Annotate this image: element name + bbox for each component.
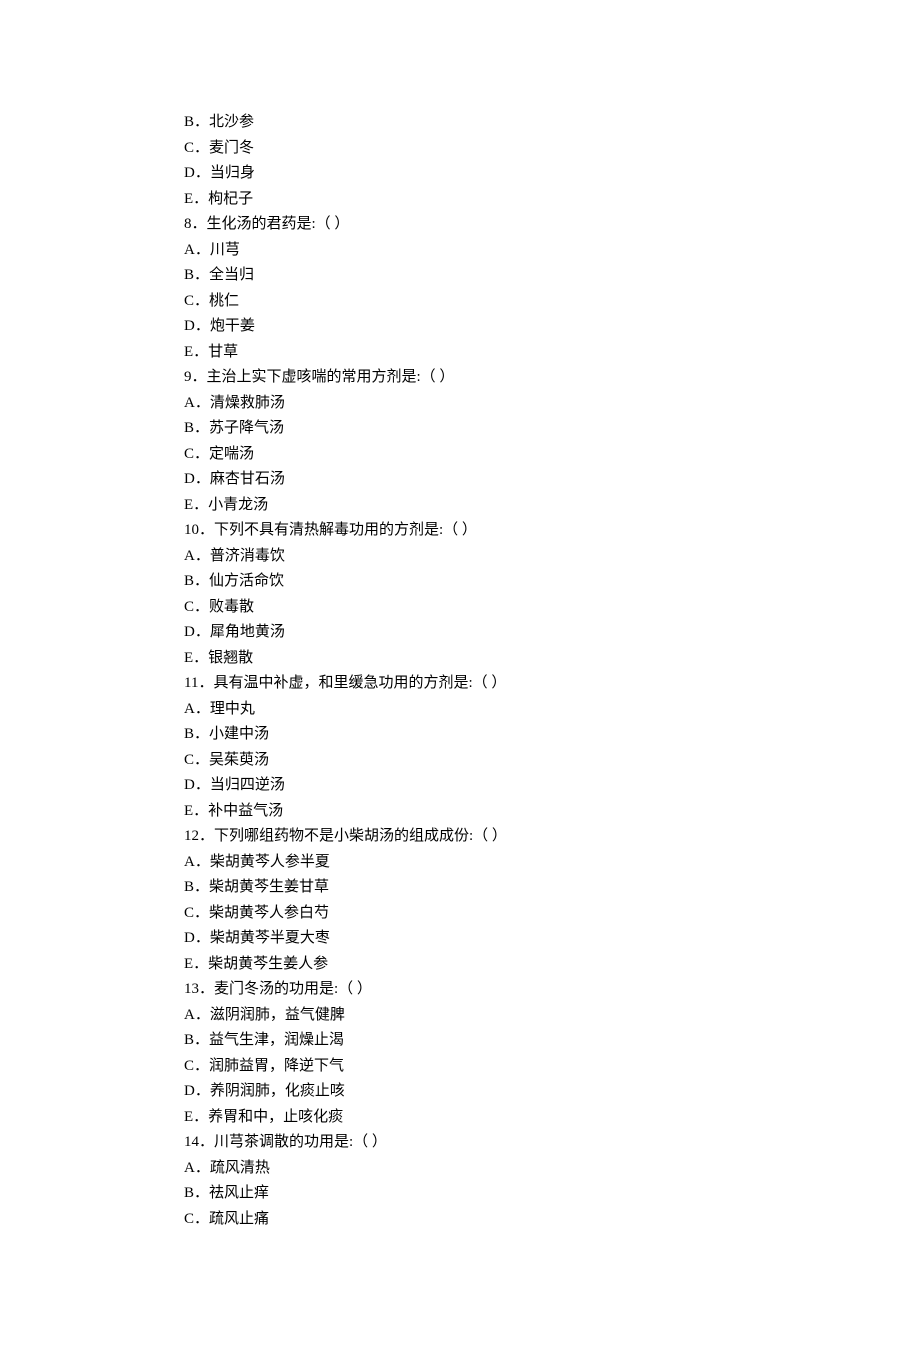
text-line: B．益气生津，润燥止渴 <box>184 1028 745 1054</box>
text-line: C．定喘汤 <box>184 442 745 468</box>
text-line: A．疏风清热 <box>184 1156 745 1182</box>
text-line: D．炮干姜 <box>184 314 745 340</box>
text-line: B．祛风止痒 <box>184 1181 745 1207</box>
text-line: C．润肺益胃，降逆下气 <box>184 1054 745 1080</box>
text-line: C．败毒散 <box>184 595 745 621</box>
text-line: 12．下列哪组药物不是小柴胡汤的组成成份:（ ） <box>184 824 745 850</box>
text-line: 14．川芎茶调散的功用是:（ ） <box>184 1130 745 1156</box>
document-page: B．北沙参 C．麦门冬 D．当归身 E．枸杞子 8．生化汤的君药是:（ ） A．… <box>0 0 920 1352</box>
text-line: C．疏风止痛 <box>184 1207 745 1233</box>
text-line: B．仙方活命饮 <box>184 569 745 595</box>
text-line: E．枸杞子 <box>184 187 745 213</box>
text-line: B．柴胡黄芩生姜甘草 <box>184 875 745 901</box>
text-line: 13．麦门冬汤的功用是:（ ） <box>184 977 745 1003</box>
text-line: E．甘草 <box>184 340 745 366</box>
text-line: D．养阴润肺，化痰止咳 <box>184 1079 745 1105</box>
text-line: A．柴胡黄芩人参半夏 <box>184 850 745 876</box>
text-line: B．北沙参 <box>184 110 745 136</box>
text-line: C．桃仁 <box>184 289 745 315</box>
text-line: D．当归四逆汤 <box>184 773 745 799</box>
text-line: 8．生化汤的君药是:（ ） <box>184 212 745 238</box>
text-line: 11．具有温中补虚，和里缓急功用的方剂是:（ ） <box>184 671 745 697</box>
text-line: C．吴茱萸汤 <box>184 748 745 774</box>
text-line: A．普济消毒饮 <box>184 544 745 570</box>
text-line: 9．主治上实下虚咳喘的常用方剂是:（ ） <box>184 365 745 391</box>
text-line: D．麻杏甘石汤 <box>184 467 745 493</box>
text-line: D．当归身 <box>184 161 745 187</box>
text-line: C．麦门冬 <box>184 136 745 162</box>
text-line: A．川芎 <box>184 238 745 264</box>
text-line: A．滋阴润肺，益气健脾 <box>184 1003 745 1029</box>
text-line: B．苏子降气汤 <box>184 416 745 442</box>
text-line: E．银翘散 <box>184 646 745 672</box>
text-line: E．养胃和中，止咳化痰 <box>184 1105 745 1131</box>
text-line: E．柴胡黄芩生姜人参 <box>184 952 745 978</box>
text-line: E．小青龙汤 <box>184 493 745 519</box>
text-line: A．理中丸 <box>184 697 745 723</box>
text-line: C．柴胡黄芩人参白芍 <box>184 901 745 927</box>
text-line: D．柴胡黄芩半夏大枣 <box>184 926 745 952</box>
text-line: 10．下列不具有清热解毒功用的方剂是:（ ） <box>184 518 745 544</box>
text-line: D．犀角地黄汤 <box>184 620 745 646</box>
text-line: B．小建中汤 <box>184 722 745 748</box>
text-line: E．补中益气汤 <box>184 799 745 825</box>
text-line: A．清燥救肺汤 <box>184 391 745 417</box>
text-line: B．全当归 <box>184 263 745 289</box>
